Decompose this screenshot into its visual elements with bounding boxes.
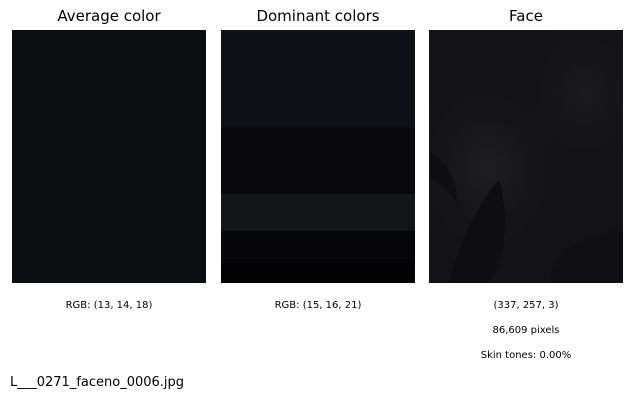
average-color-rgb: RGB: (13, 14, 18)	[65, 300, 153, 311]
dominant-color-band	[221, 263, 415, 283]
face-image	[429, 30, 623, 283]
dominant-colors-title: Dominant colors	[256, 7, 380, 25]
dominant-colors-swatch	[221, 30, 415, 283]
face-title: Face	[509, 7, 543, 25]
dominant-colors-rgb: RGB: (15, 16, 21)	[274, 300, 362, 311]
image-filename: L___0271_faceno_0006.jpg	[10, 375, 185, 390]
average-color-swatch	[12, 30, 206, 283]
dominant-color-band	[221, 194, 415, 231]
face-image-graphic	[429, 30, 623, 283]
average-color-title: Average color	[57, 7, 161, 25]
dominant-color-band	[221, 231, 415, 263]
dominant-color-band	[221, 30, 415, 127]
face-skin-tones: Skin tones: 0.00%	[480, 350, 572, 361]
dominant-color-band	[221, 127, 415, 194]
face-shape: (337, 257, 3)	[493, 300, 559, 311]
face-pixel-count: 86,609 pixels	[492, 325, 560, 336]
